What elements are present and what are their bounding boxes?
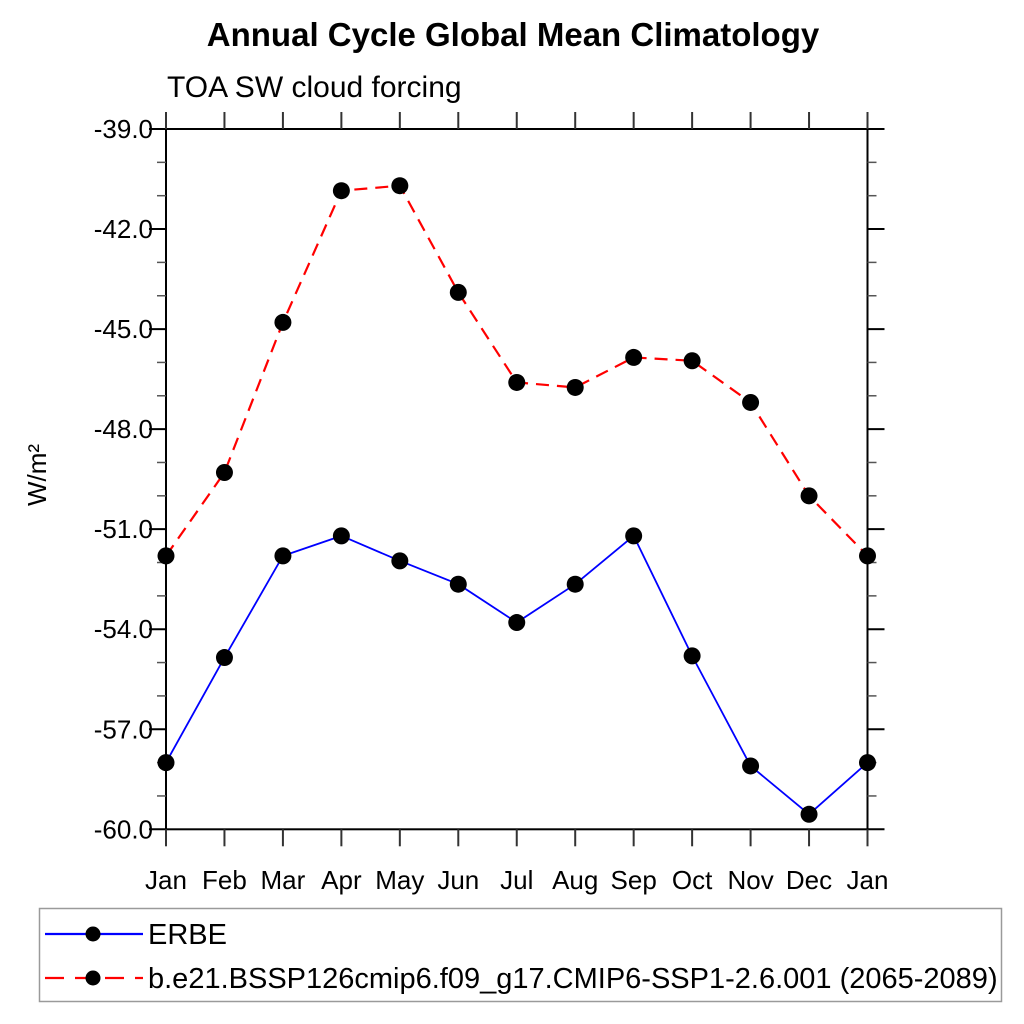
data-point-marker (683, 647, 701, 665)
data-point-marker (859, 754, 876, 772)
y-tick-label: -45.0 (94, 314, 153, 344)
series-line-1 (165, 184, 869, 557)
y-tick-label: -57.0 (94, 714, 153, 744)
plot-frame (165, 128, 869, 831)
x-tick-label: Nov (727, 865, 773, 895)
legend-box (38, 907, 1003, 1003)
data-point-marker (742, 757, 760, 775)
legend-label-model: b.e21.BSSP126cmip6.f09_g17.CMIP6-SSP1-2.… (148, 963, 998, 995)
x-tick-label: Mar (261, 865, 306, 895)
data-point-marker (625, 527, 643, 545)
data-point-marker (800, 487, 818, 505)
data-point-marker (683, 352, 701, 370)
data-point-marker (508, 614, 526, 632)
x-tick-label: Apr (321, 865, 362, 895)
x-tick-label: Feb (202, 865, 247, 895)
data-point-marker (391, 552, 409, 570)
y-axis-label: W/m² (22, 444, 52, 506)
data-point-marker (215, 649, 233, 667)
data-point-marker (859, 547, 876, 565)
x-tick-label: Jan (145, 865, 187, 895)
plot-area: -39.0 -42.0 -45.0 -48.0 -51.0 -54.0 -57.0 -60.0… (94, 112, 889, 895)
x-tick-label: Dec (786, 865, 832, 895)
legend-sample-marker-0 (85, 926, 101, 942)
data-point-marker (508, 373, 526, 391)
y-tick-label: -48.0 (94, 414, 153, 444)
data-point-marker (274, 547, 292, 565)
x-tick-label: May (375, 865, 424, 895)
y-tick-label: -60.0 (94, 814, 153, 844)
y-tick-label: -54.0 (94, 614, 153, 644)
legend-sample-marker-1 (85, 970, 101, 986)
data-point-marker (215, 463, 233, 481)
x-tick-label: Oct (672, 865, 713, 895)
y-tick-label: -42.0 (94, 214, 153, 244)
legend: ERBE b.e21.BSSP126cmip6.f09_g17.CMIP6-SS… (38, 907, 1003, 1003)
data-point-marker (449, 283, 467, 301)
x-tick-label: Jun (437, 865, 479, 895)
x-tick-label: Jul (500, 865, 533, 895)
data-point-marker (157, 547, 175, 565)
y-tick-label: -51.0 (94, 514, 153, 544)
data-point-marker (391, 177, 409, 195)
data-point-marker (449, 575, 467, 593)
x-tick-label: Jan (847, 865, 889, 895)
data-point-marker (800, 805, 818, 823)
chart-subtitle: TOA SW cloud forcing (167, 71, 462, 104)
x-tick-label: Sep (611, 865, 657, 895)
chart-title: Annual Cycle Global Mean Climatology (207, 16, 820, 53)
data-point-marker (625, 348, 643, 366)
data-point-marker (274, 313, 292, 331)
y-tick-label: -39.0 (94, 114, 153, 144)
legend-samples (45, 926, 143, 986)
data-point-marker (157, 754, 175, 772)
data-point-marker (742, 393, 760, 411)
data-point-marker (566, 378, 584, 396)
legend-label-erbe: ERBE (148, 919, 227, 951)
x-tick-label: Aug (552, 865, 598, 895)
data-point-marker (332, 527, 350, 545)
data-point-marker (566, 575, 584, 593)
data-point-marker (332, 182, 350, 200)
series-line-0 (165, 534, 869, 816)
